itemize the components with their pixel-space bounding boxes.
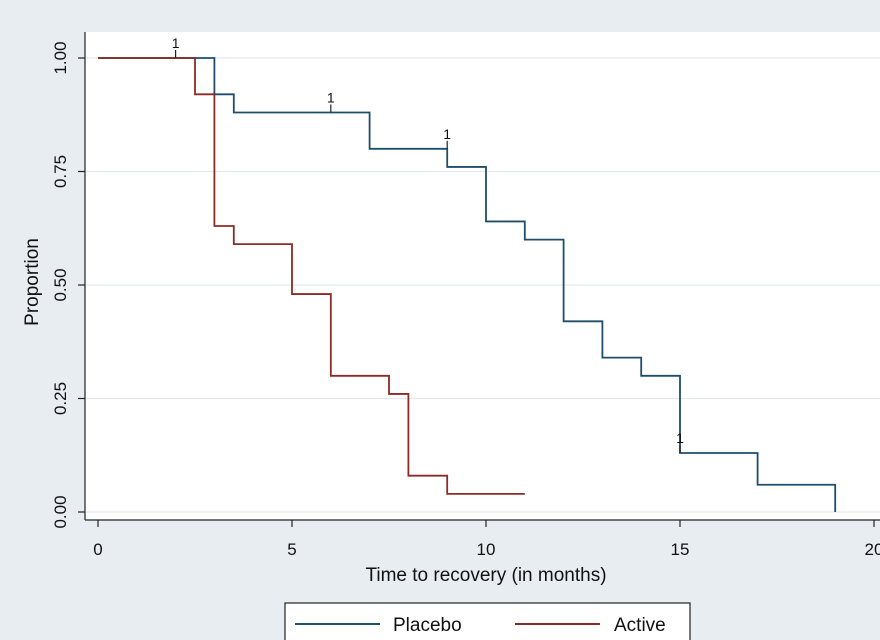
x-tick-label: 15 bbox=[671, 540, 690, 559]
x-tick-label: 20 bbox=[865, 540, 880, 559]
legend-label-placebo: Placebo bbox=[393, 615, 462, 636]
y-tick-label: 0.50 bbox=[51, 268, 70, 301]
grid bbox=[86, 57, 880, 513]
x-tick-label: 10 bbox=[477, 540, 496, 559]
legend-box bbox=[284, 602, 691, 640]
legend: Placebo Active bbox=[284, 602, 691, 640]
y-tick-label: 1.00 bbox=[51, 41, 70, 74]
x-tick-label: 0 bbox=[93, 540, 102, 559]
censor-marks: 1 1 1 1 bbox=[172, 35, 684, 453]
y-axis-title: Proportion bbox=[22, 238, 43, 326]
censor-label: 1 bbox=[327, 89, 335, 105]
censor-label: 1 bbox=[172, 35, 180, 51]
legend-label-active: Active bbox=[614, 615, 666, 636]
plot-area bbox=[85, 32, 880, 520]
censor-label: 1 bbox=[443, 126, 451, 142]
series-line-active bbox=[98, 57, 525, 495]
y-tick-label: 0.00 bbox=[51, 495, 70, 528]
axes: 0.00 0.25 0.50 0.75 1.00 0 5 10 15 20 bbox=[51, 32, 880, 559]
y-tick-label: 0.25 bbox=[51, 382, 70, 415]
censor-label: 1 bbox=[676, 430, 684, 446]
y-tick-label: 0.75 bbox=[51, 155, 70, 188]
x-tick-label: 5 bbox=[287, 540, 296, 559]
x-axis-title: Time to recovery (in months) bbox=[365, 565, 606, 586]
